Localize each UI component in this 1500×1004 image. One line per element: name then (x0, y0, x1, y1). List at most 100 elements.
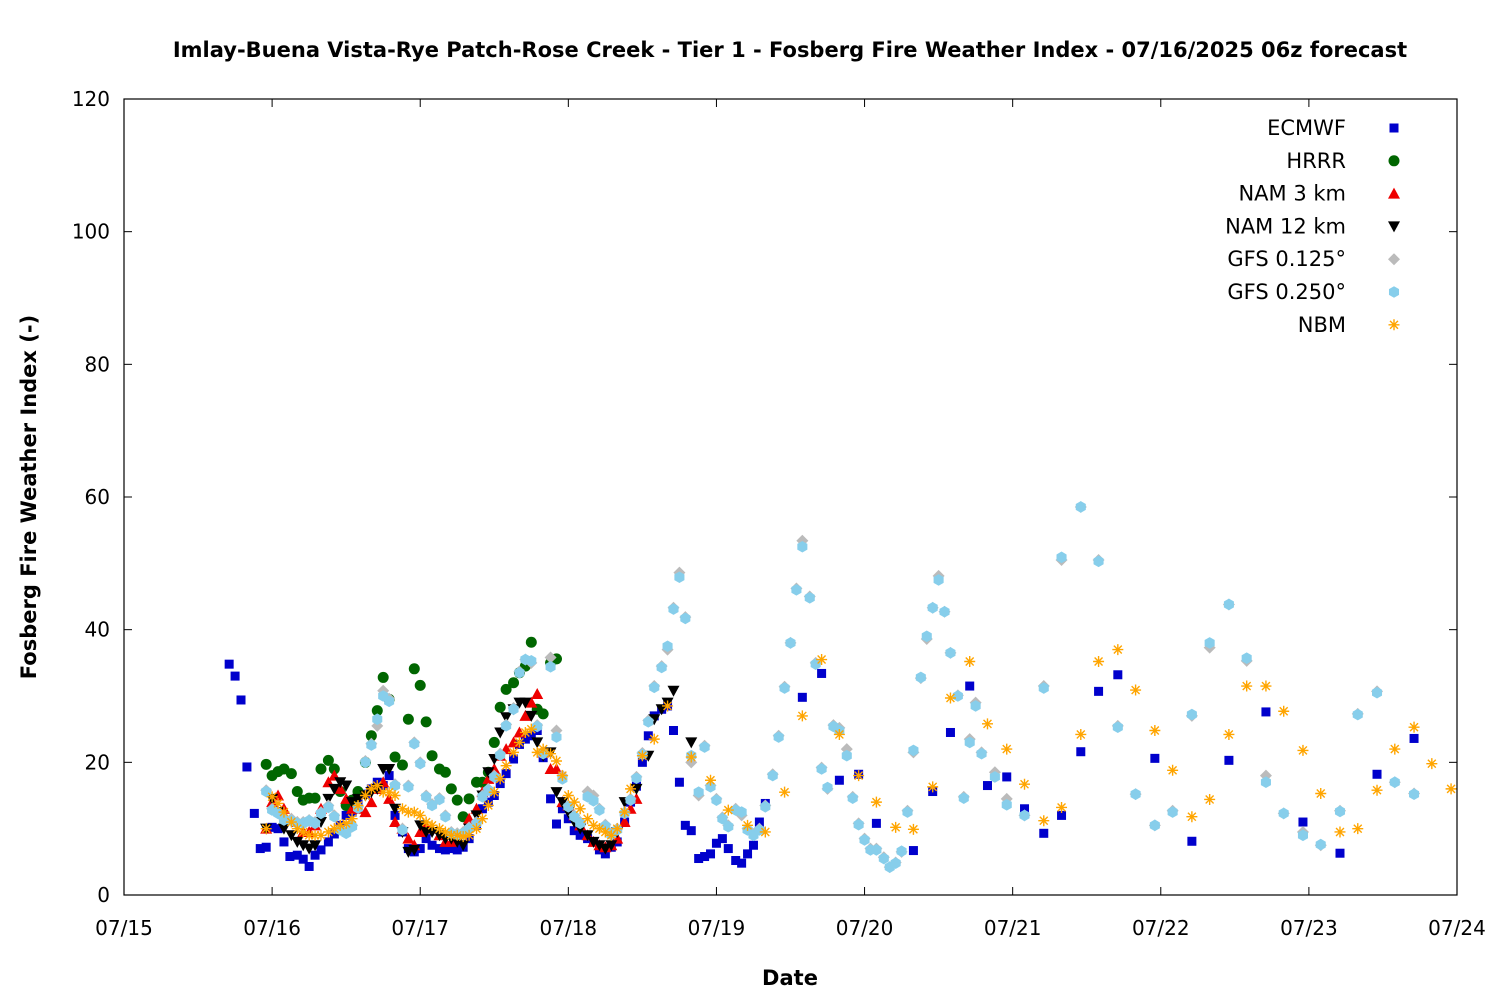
ecmwf-point (694, 854, 704, 864)
x-tick-label: 07/20 (836, 916, 894, 940)
gfs-0-250-point (440, 810, 451, 823)
ecmwf-point (310, 850, 320, 860)
x-tick-label: 07/16 (243, 916, 301, 940)
nam-12-km-point (599, 843, 612, 855)
gfs-0-250-point (699, 741, 710, 753)
hrrr-point (377, 671, 389, 683)
ecmwf-point (557, 804, 567, 814)
ecmwf-point (1039, 828, 1049, 838)
ecmwf-point (1020, 804, 1030, 814)
ecmwf-point (236, 695, 246, 705)
gfs-0-250-point (1297, 829, 1308, 842)
nbm-point (309, 829, 321, 841)
nbm-point (1093, 656, 1105, 668)
gfs-0-250-point (680, 612, 691, 625)
gfs-0-250-point (717, 812, 728, 825)
nbm-point (266, 791, 278, 803)
nbm-point (611, 823, 623, 835)
gfs-0-250-point (545, 661, 556, 673)
gfs-0-250-point (693, 786, 704, 798)
gfs-0-250-point (945, 647, 956, 659)
hrrr-point (420, 716, 432, 728)
nbm-point (619, 806, 631, 818)
ecmwf-point (686, 826, 696, 836)
gfs-0-250-point (1278, 807, 1289, 820)
gfs-0-250-point (1223, 598, 1234, 611)
gfs-0-250-point (810, 658, 821, 670)
ecmwf-point (341, 810, 351, 820)
gfs-0-250-point (1149, 819, 1160, 832)
plot-area (224, 500, 1457, 874)
gfs-0-250-point (822, 781, 833, 794)
ecmwf-point (316, 845, 326, 855)
gfs-0-250-point (1315, 838, 1326, 851)
ecmwf-point (551, 819, 561, 829)
ecmwf-point (723, 844, 733, 854)
nbm-point (297, 826, 309, 838)
nam-12-km-point (482, 767, 495, 779)
nam-12-km-point (291, 836, 304, 848)
nbm-point (334, 819, 346, 831)
nbm-point (525, 723, 537, 735)
nbm-point (759, 826, 771, 838)
nam-12-km-point (334, 777, 347, 789)
gfs-0-250-point (705, 781, 716, 793)
gfs-0-250-point (674, 571, 685, 584)
gfs-0-250-point (261, 785, 272, 798)
gfs-0-250-point (563, 800, 574, 813)
gfs-0-250-point (594, 804, 605, 816)
ecmwf-point (1057, 810, 1067, 820)
hrrr-point (426, 750, 438, 762)
ecmwf-point (285, 852, 295, 862)
ecmwf-point (440, 845, 450, 855)
ecmwf-point (421, 834, 431, 844)
ecmwf-point (965, 681, 975, 691)
nam-3-km-point (402, 832, 415, 844)
ecmwf-point (1076, 747, 1086, 757)
legend-label-ecmwf: ECMWF (1267, 116, 1346, 140)
gfs-0-250-point (921, 630, 932, 643)
hrrr-point (414, 679, 426, 691)
nbm-point (574, 803, 586, 815)
nbm-point (408, 806, 420, 818)
gfs-0-250-point (1112, 721, 1123, 733)
gfs-0-250-point (853, 818, 864, 831)
nbm-point (291, 823, 303, 835)
legend-label-hrrr: HRRR (1286, 149, 1346, 173)
nam-12-km-point (383, 763, 396, 775)
gfs-0-250-point (526, 655, 537, 667)
gfs-0-250-point (871, 844, 882, 856)
nam-12-km-point (297, 840, 310, 852)
nbm-point (1334, 826, 1346, 838)
hrrr-point (371, 705, 383, 717)
chart-title: Imlay-Buena Vista-Rye Patch-Rose Creek -… (173, 38, 1407, 62)
ecmwf-point (384, 771, 394, 781)
ecmwf-point (224, 659, 234, 669)
ecmwf-point (390, 810, 400, 820)
gfs-0-250-point (958, 792, 969, 804)
nam-3-km-point (618, 816, 631, 828)
legend-label-gfs-0-125: GFS 0.125° (1227, 247, 1346, 271)
nam-12-km-point (346, 797, 359, 809)
gfs-0-250-point (483, 784, 494, 796)
nbm-point (346, 813, 358, 825)
ecmwf-point (230, 671, 240, 681)
nbm-point (556, 770, 568, 782)
ecmwf-point (731, 856, 741, 866)
nbm-point (1445, 783, 1457, 795)
nbm-point (328, 823, 340, 835)
nbm-point (944, 692, 956, 704)
ecmwf-point (415, 844, 425, 854)
gfs-0-250-point (662, 640, 673, 653)
ecmwf-point (643, 731, 653, 741)
hrrr-point (291, 786, 303, 798)
legend: ECMWF HRRR NAM 3 km NAM 12 km GFS 0.125° GFS … (1225, 116, 1400, 337)
ecmwf-point (323, 837, 333, 847)
nbm-point (340, 817, 352, 829)
gfs-0-250-point (514, 666, 525, 679)
nbm-point (550, 755, 562, 767)
nam-3-km-point (334, 782, 347, 794)
gfs-0-250-point (409, 737, 420, 750)
nam-12-km-point (285, 830, 298, 842)
gfs-0-250-point (989, 771, 1000, 783)
